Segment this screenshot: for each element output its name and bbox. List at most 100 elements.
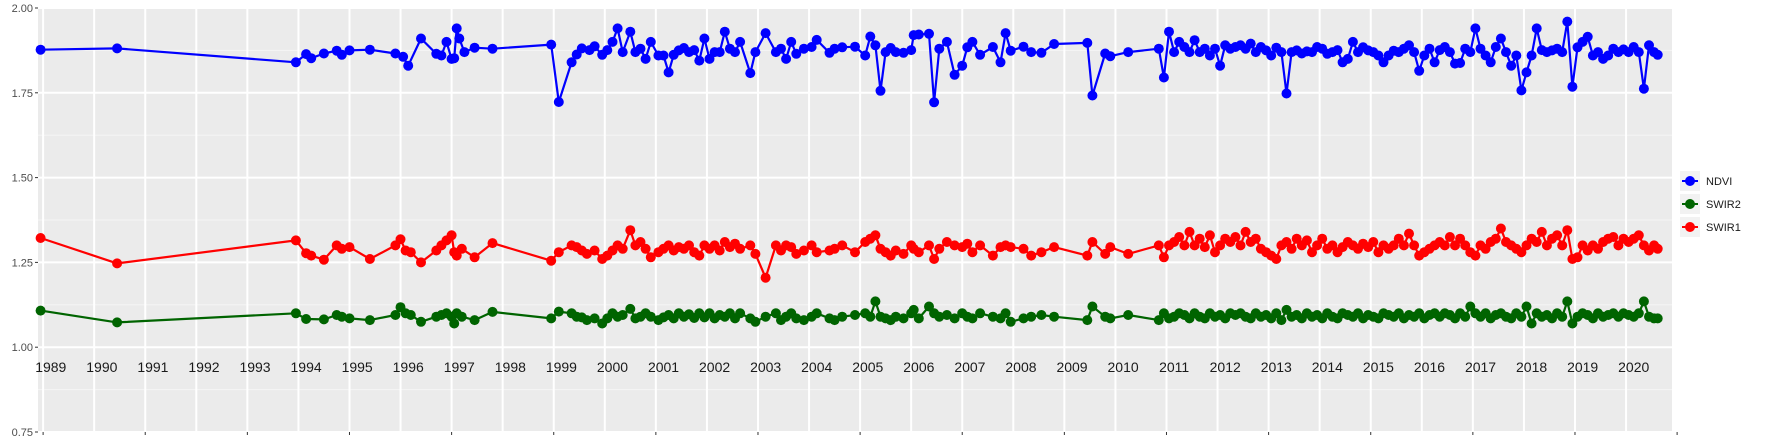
data-point xyxy=(1281,237,1292,247)
data-point xyxy=(546,313,557,324)
data-point xyxy=(745,68,756,79)
data-point xyxy=(1495,33,1506,44)
data-point xyxy=(416,316,426,327)
data-point xyxy=(1105,313,1116,324)
data-point xyxy=(344,313,355,324)
data-point xyxy=(1398,240,1409,251)
data-point xyxy=(390,310,401,320)
data-point xyxy=(689,45,700,56)
data-point xyxy=(112,317,123,328)
year-label: 1991 xyxy=(137,359,168,375)
data-point xyxy=(1082,315,1093,326)
year-label: 2004 xyxy=(801,359,832,375)
data-point xyxy=(1210,247,1220,258)
data-point xyxy=(949,240,960,251)
data-point xyxy=(719,26,730,37)
data-point xyxy=(306,53,317,64)
data-point xyxy=(1485,57,1496,68)
year-label: 1995 xyxy=(342,359,373,375)
data-point xyxy=(1005,45,1016,56)
data-point xyxy=(890,245,901,256)
data-point xyxy=(1184,226,1195,237)
data-point xyxy=(449,318,460,329)
data-point xyxy=(645,252,656,263)
data-point xyxy=(1414,65,1425,76)
data-point xyxy=(1105,51,1116,62)
data-point xyxy=(1123,248,1134,259)
data-point xyxy=(1475,43,1486,54)
data-point xyxy=(1018,313,1029,324)
data-point xyxy=(1153,43,1164,54)
data-point xyxy=(625,303,636,314)
data-point xyxy=(791,248,802,259)
data-point xyxy=(987,311,998,322)
data-point xyxy=(640,53,651,64)
data-point xyxy=(798,315,809,326)
data-point xyxy=(1215,60,1226,71)
data-point xyxy=(456,311,467,322)
data-point xyxy=(898,313,909,324)
data-point xyxy=(798,43,809,54)
data-point xyxy=(730,47,740,58)
legend-item-swir1: SWIR1 xyxy=(1680,217,1741,237)
data-point xyxy=(1455,58,1466,68)
data-point xyxy=(1603,50,1614,61)
data-point xyxy=(436,50,447,61)
data-point xyxy=(663,67,674,78)
data-point xyxy=(112,43,123,54)
data-point xyxy=(1552,230,1563,241)
data-point xyxy=(1307,247,1317,258)
data-point xyxy=(1276,47,1287,58)
data-point xyxy=(760,311,771,322)
data-point xyxy=(934,43,945,54)
data-point xyxy=(546,39,557,50)
data-point xyxy=(1210,43,1220,54)
data-point xyxy=(957,60,968,71)
series-ndvi xyxy=(35,16,1663,108)
legend-point xyxy=(1685,199,1695,209)
year-label: 2007 xyxy=(954,359,985,375)
data-point xyxy=(336,311,347,322)
data-point xyxy=(913,247,924,258)
data-point xyxy=(1153,240,1164,251)
data-point xyxy=(1373,50,1384,61)
data-point xyxy=(987,250,998,261)
data-point xyxy=(1036,247,1047,258)
data-point xyxy=(1204,230,1215,241)
data-point xyxy=(1404,228,1414,239)
data-point xyxy=(1266,50,1277,61)
year-label: 1994 xyxy=(291,359,322,375)
data-point xyxy=(658,50,669,61)
data-point xyxy=(875,85,886,96)
year-label: 2009 xyxy=(1056,359,1087,375)
data-point xyxy=(924,28,934,39)
data-point xyxy=(1490,233,1501,244)
data-point xyxy=(1490,42,1501,52)
data-point xyxy=(949,69,960,80)
data-point xyxy=(553,97,564,107)
data-point xyxy=(390,48,401,59)
year-label: 1989 xyxy=(35,359,66,375)
data-point xyxy=(806,240,817,251)
year-label: 2011 xyxy=(1159,359,1189,375)
data-point xyxy=(1495,223,1506,234)
data-point xyxy=(760,272,771,283)
data-point xyxy=(617,243,628,254)
data-point xyxy=(699,33,710,44)
data-point xyxy=(1368,237,1379,247)
data-point xyxy=(934,311,945,322)
data-point xyxy=(1049,242,1060,253)
data-point xyxy=(405,310,416,320)
year-label: 2005 xyxy=(852,359,883,375)
year-label: 2006 xyxy=(903,359,934,375)
data-point xyxy=(850,41,860,52)
data-point xyxy=(441,36,452,47)
data-point xyxy=(714,47,725,58)
data-point xyxy=(987,42,998,52)
y-tick-label: 2.00 xyxy=(12,3,33,15)
data-point xyxy=(1087,237,1098,247)
data-point xyxy=(1638,83,1649,94)
data-series xyxy=(35,16,1663,329)
data-point xyxy=(760,28,771,39)
